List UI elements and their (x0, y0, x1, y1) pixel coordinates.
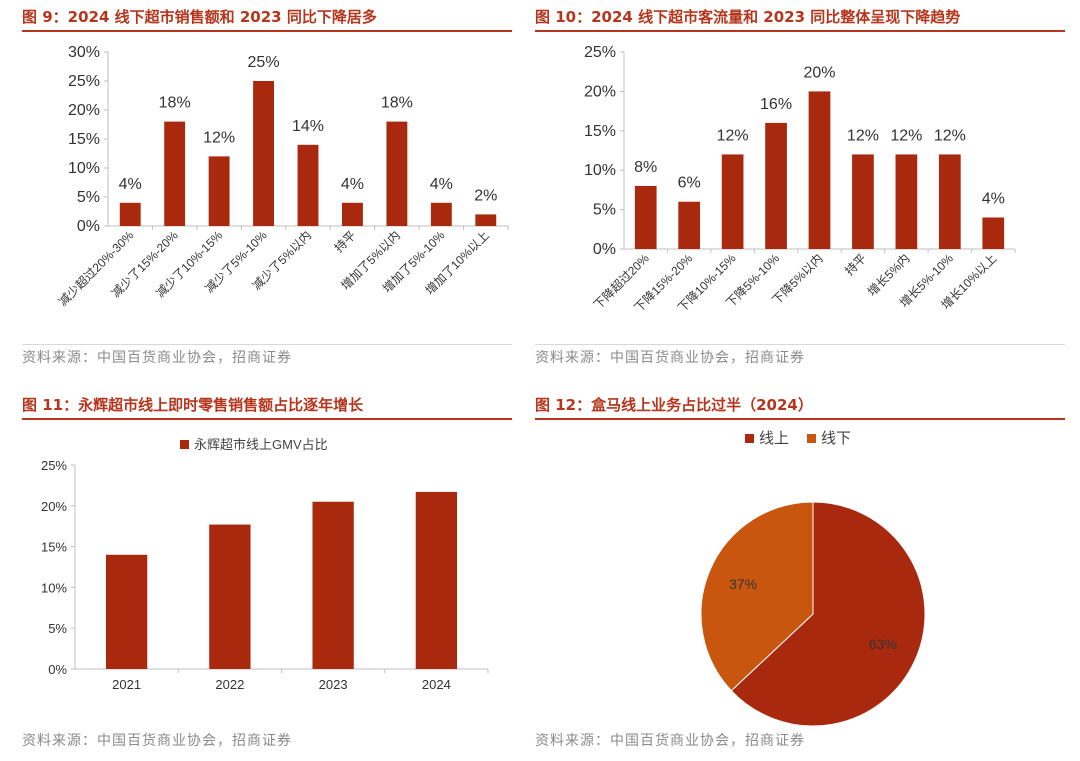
bar (119, 202, 141, 226)
data-label: 8% (634, 159, 657, 176)
chart-panel-figure-11: 图 11：永辉超市线上即时零售销售额占比逐年增长 永辉超市线上GMV占比 0% 5%… (22, 392, 512, 757)
data-label: 12% (934, 127, 966, 144)
chart-title: 图 12：盒马线上业务占比过半（2024） (535, 392, 1065, 420)
bar (852, 154, 874, 249)
legend-swatch (745, 434, 754, 443)
y-tick-label: 20% (41, 499, 67, 514)
data-label: 12% (847, 127, 879, 144)
data-label: 12% (203, 129, 235, 146)
y-tick-label: 5% (593, 202, 616, 219)
bar-chart-figure-9: 0%5%10%15%20%25%30%4%减少超过20%-30%18%减少了15… (55, 44, 509, 309)
y-tick-label: 25% (584, 44, 616, 61)
legend-label: 线上 (759, 430, 789, 447)
y-tick-label: 20% (68, 102, 100, 119)
bar (895, 154, 918, 249)
y-tick-label: 10% (68, 160, 100, 177)
bar (808, 91, 831, 250)
bar-chart-figure-11: 永辉超市线上GMV占比 0% 5% 10% 15% 20% 25% 2021 2022 2023 2… (41, 437, 489, 692)
bar (678, 201, 701, 249)
x-tick-label: 持平 (331, 228, 359, 256)
y-tick-label: 25% (41, 458, 67, 473)
data-label: 14% (292, 118, 324, 135)
bar (312, 501, 354, 669)
chart-title: 图 10：2024 线下超市客流量和 2023 同比整体呈现下降趋势 (535, 4, 1065, 32)
data-label: 4% (430, 176, 453, 193)
legend-swatch (180, 440, 189, 449)
y-tick-label: 10% (41, 580, 67, 595)
y-tick-label: 15% (41, 540, 67, 555)
pie-chart-figure-12: 线上 线下 63% 37% (700, 430, 926, 727)
y-tick-label: 25% (68, 73, 100, 90)
chart-title: 图 11：永辉超市线上即时零售销售额占比逐年增长 (22, 392, 512, 420)
x-tick-label: 2022 (215, 677, 244, 692)
data-label: 25% (248, 54, 280, 71)
data-label: 4% (119, 176, 142, 193)
x-tick-label: 持平 (841, 251, 869, 279)
bar (475, 214, 497, 226)
y-tick-label: 30% (68, 44, 100, 61)
y-tick-label: 15% (68, 131, 100, 148)
y-tick-label: 20% (584, 83, 616, 100)
bar (721, 154, 744, 249)
bar (105, 554, 148, 669)
legend-label: 线下 (821, 430, 851, 447)
data-label: 4% (982, 190, 1005, 207)
bar (208, 156, 230, 226)
y-tick-label: 0% (48, 662, 67, 677)
x-tick-label: 2024 (422, 677, 451, 692)
bar (415, 491, 458, 669)
pie-slice (730, 501, 926, 727)
bar (253, 81, 274, 226)
y-tick-label: 15% (584, 123, 616, 140)
source-note: 资料来源：中国百货商业协会，招商证券 (535, 344, 1065, 367)
y-tick-label: 5% (77, 189, 100, 206)
chart-panel-figure-12: 图 12：盒马线上业务占比过半（2024） 线上 线下 63% 37% 资料来源：中国… (535, 392, 1065, 757)
x-tick-label: 2023 (319, 677, 348, 692)
source-note: 资料来源：中国百货商业协会，招商证券 (22, 344, 512, 367)
bar (164, 121, 186, 226)
data-label: 63% (869, 636, 897, 652)
data-label: 18% (381, 95, 413, 112)
bar (342, 202, 363, 226)
y-tick-label: 0% (593, 241, 616, 258)
chart-panel-figure-9: 图 9：2024 线下超市销售额和 2023 同比下降居多 0% 5% 10% 15%… (22, 4, 512, 374)
source-note: 资料来源：中国百货商业协会，招商证券 (22, 733, 292, 749)
legend-swatch (807, 434, 816, 443)
chart-title: 图 9：2024 线下超市销售额和 2023 同比下降居多 (22, 4, 512, 32)
data-label: 20% (803, 64, 835, 81)
data-label: 6% (678, 175, 701, 192)
data-label: 12% (717, 127, 749, 144)
data-label: 16% (760, 96, 792, 113)
bar (386, 121, 408, 226)
y-tick-label: 5% (48, 621, 67, 636)
x-tick-label: 2021 (112, 677, 141, 692)
y-tick-label: 0% (77, 218, 100, 235)
source-note: 资料来源：中国百货商业协会，招商证券 (535, 733, 805, 749)
data-label: 18% (159, 95, 191, 112)
bar-chart-figure-10: 0%5%10%15%20%25%8%下降超过20%6%下降15%-20%12%下… (584, 44, 1016, 315)
legend-label: 永辉超市线上GMV占比 (194, 437, 328, 452)
bar (297, 144, 319, 226)
data-label: 12% (890, 127, 922, 144)
data-label: 4% (341, 176, 364, 193)
chart-panel-figure-10: 图 10：2024 线下超市客流量和 2023 同比整体呈现下降趋势 0% 5% 1… (535, 4, 1065, 374)
x-tick-label: 减少超过20%-30% (55, 227, 137, 309)
data-label: 37% (729, 576, 757, 592)
bar (765, 122, 787, 249)
bar (982, 217, 1005, 249)
bar (634, 185, 657, 249)
bar (430, 202, 452, 226)
bar (209, 524, 251, 669)
data-label: 2% (474, 187, 497, 204)
pie-slice (700, 501, 814, 692)
y-tick-label: 10% (584, 162, 616, 179)
bar (938, 154, 961, 249)
